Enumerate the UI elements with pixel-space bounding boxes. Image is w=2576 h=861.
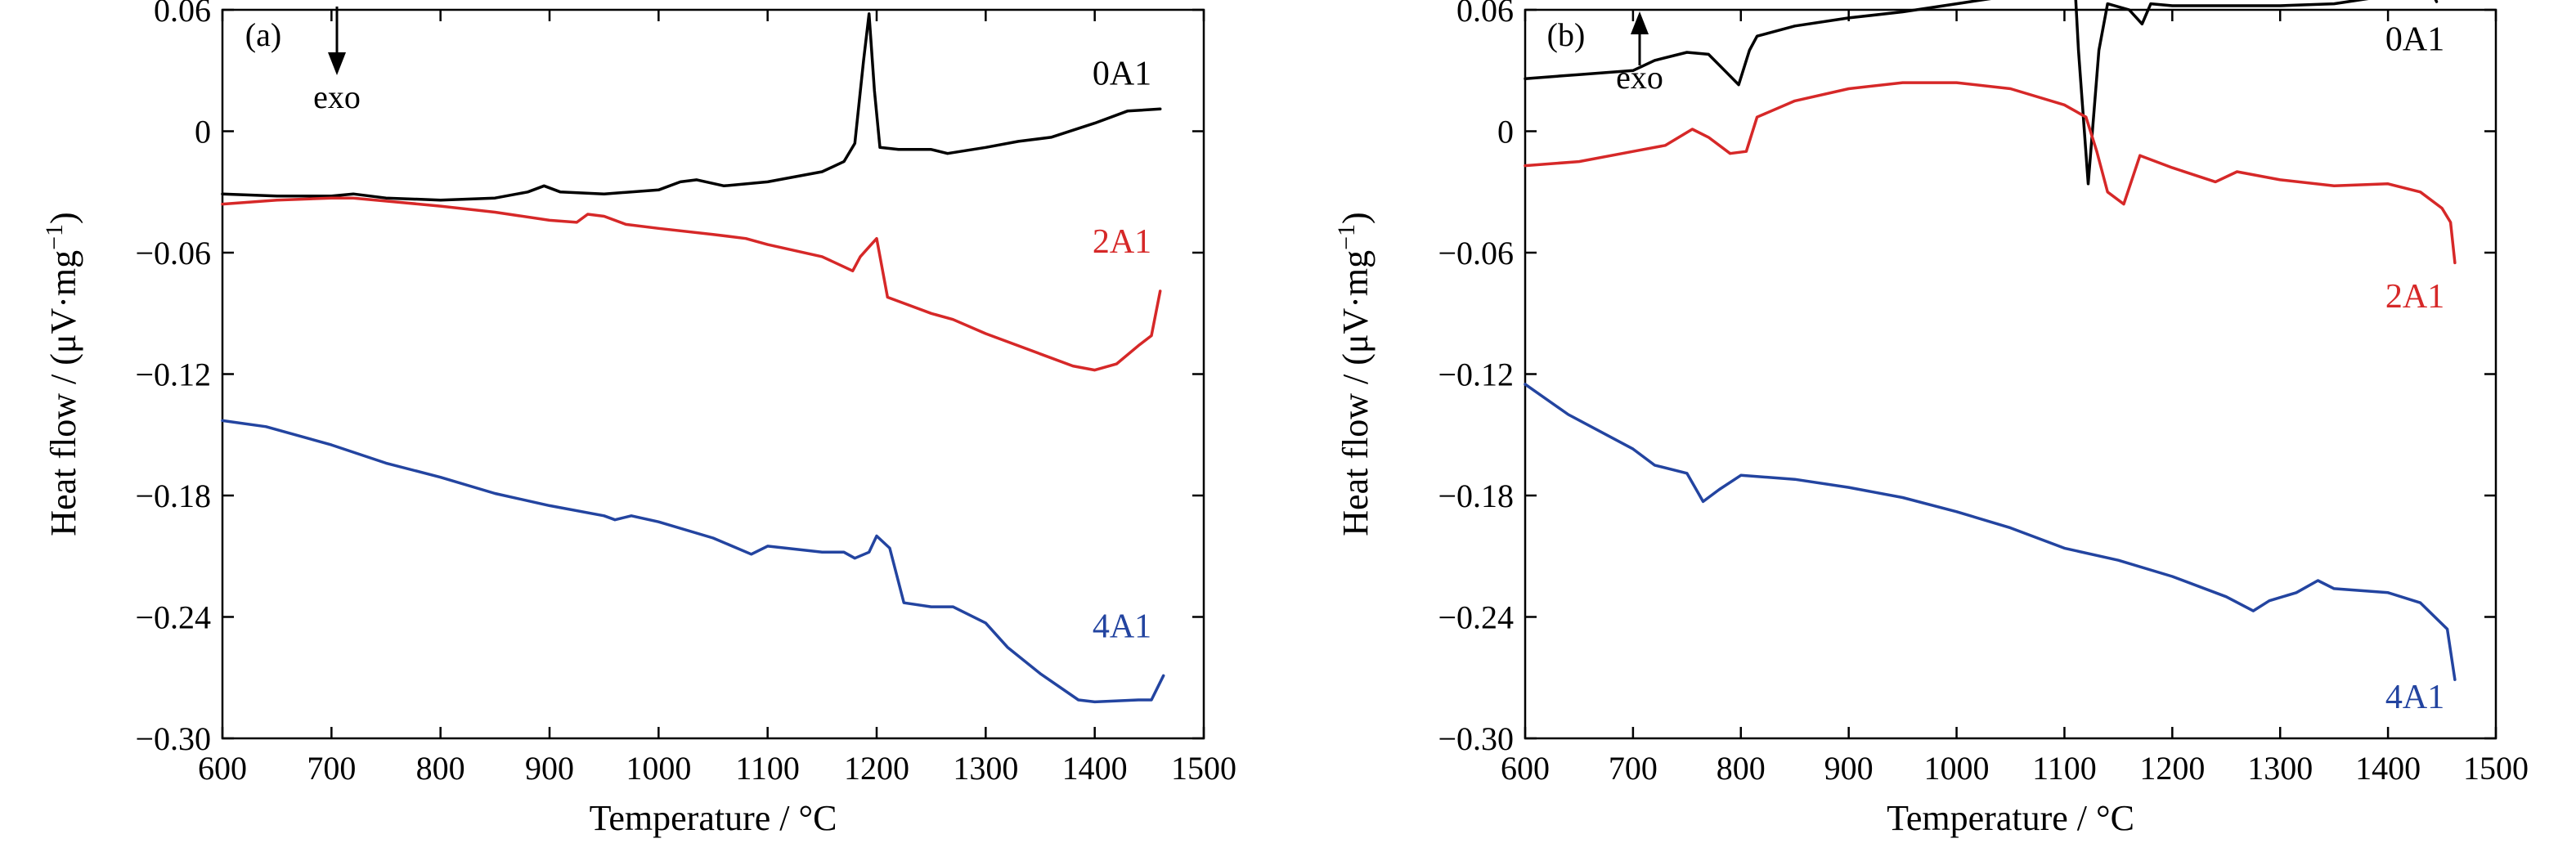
x-tick-label: 800 <box>416 750 465 787</box>
y-tick-label: −0.30 <box>1438 720 1514 757</box>
x-tick-label: 1000 <box>626 750 691 787</box>
y-tick-label: −0.18 <box>135 478 211 514</box>
x-tick-label: 1500 <box>2463 750 2529 787</box>
series-label-2A1: 2A1 <box>1093 223 1151 261</box>
series-line-4A1 <box>221 419 1165 704</box>
exo-annotation: exo <box>313 78 361 115</box>
series-label-4A1: 4A1 <box>1093 608 1151 645</box>
series-line-4A1 <box>1524 383 2457 681</box>
x-tick-label: 1200 <box>2139 750 2205 787</box>
chart-panel-a: 600 700 800 900 1000 1100 1200 1300 1400 1500 0.06… <box>41 0 1236 838</box>
y-tick-label: −0.06 <box>1438 235 1514 271</box>
x-tick-label: 1100 <box>2032 750 2097 787</box>
x-tick-label: 1200 <box>844 750 909 787</box>
series-label-4A1: 4A1 <box>2385 679 2444 716</box>
x-tick-label: 1000 <box>1924 750 1990 787</box>
x-tick-label: 1500 <box>1171 750 1236 787</box>
panel-label: (a) <box>245 16 281 53</box>
y-tick-label: 0 <box>195 114 211 150</box>
x-axis-label: Temperature / °C <box>1887 798 2134 838</box>
series-line-2A1 <box>1524 81 2457 265</box>
y-tick-label: −0.24 <box>135 599 211 636</box>
x-tick-label: 700 <box>1609 750 1658 787</box>
y-tick-label: 0.06 <box>1456 0 1514 29</box>
plot-frame <box>1524 8 2497 740</box>
plot-frame <box>221 8 1205 740</box>
y-axis-label: Heat flow / (μV·mg−1) <box>1333 212 1376 536</box>
y-tick-label: −0.24 <box>1438 599 1514 636</box>
series-label-2A1: 2A1 <box>2385 278 2444 316</box>
x-tick-label: 800 <box>1717 750 1766 787</box>
y-tick-label: −0.18 <box>1438 478 1514 514</box>
x-tick-label: 900 <box>525 750 574 787</box>
series-line-0A1 <box>1524 0 2439 186</box>
series-label-0A1: 0A1 <box>2385 21 2444 59</box>
y-axis-label: Heat flow / (μV·mg−1) <box>41 212 83 536</box>
x-tick-label: 600 <box>198 750 247 787</box>
x-tick-label: 1400 <box>2355 750 2421 787</box>
exo-arrow-head <box>1631 11 1649 34</box>
x-tick-label: 900 <box>1824 750 1874 787</box>
series-label-0A1: 0A1 <box>1093 56 1151 93</box>
y-tick-label: −0.12 <box>135 357 211 393</box>
exo-annotation: exo <box>1616 59 1663 96</box>
y-tick-label: −0.30 <box>135 720 211 757</box>
x-tick-label: 600 <box>1501 750 1550 787</box>
series-line-0A1 <box>221 12 1162 202</box>
y-tick-label: −0.12 <box>1438 357 1514 393</box>
x-tick-label: 1300 <box>953 750 1018 787</box>
y-tick-label: −0.06 <box>135 235 211 271</box>
exo-arrow-head <box>328 52 346 75</box>
y-tick-label: 0.06 <box>154 0 211 29</box>
chart-panel-b: 600 700 800 900 1000 1100 1200 1300 1400 1500 0.06… <box>1333 0 2529 838</box>
panel-label: (b) <box>1547 16 1586 53</box>
x-tick-label: 1300 <box>2247 750 2313 787</box>
x-tick-label: 1400 <box>1062 750 1128 787</box>
x-tick-label: 700 <box>307 750 356 787</box>
x-tick-label: 1100 <box>735 750 800 787</box>
x-axis-label: Temperature / °C <box>590 798 837 838</box>
series-line-2A1 <box>221 196 1162 372</box>
y-tick-label: 0 <box>1497 114 1514 150</box>
